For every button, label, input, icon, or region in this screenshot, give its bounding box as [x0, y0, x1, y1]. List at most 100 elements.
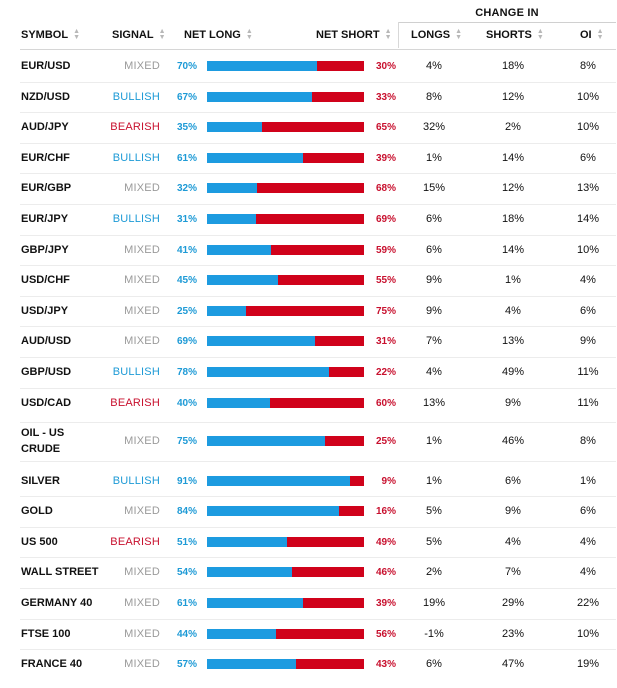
table-row[interactable]: EUR/JPY BULLISH 31% 69% 6% 18% 14%	[0, 211, 617, 227]
table-row[interactable]: WALL STREET MIXED 54% 46% 2% 7% 4%	[0, 564, 617, 580]
longs-change: 5%	[426, 505, 442, 517]
shorts-change: 12%	[501, 182, 525, 194]
signal-label: BULLISH	[112, 213, 160, 225]
table-row[interactable]: GBP/USD BULLISH 78% 22% 4% 49% 11%	[0, 364, 617, 380]
symbol-column-header[interactable]: SYMBOL ▲ ▼	[21, 22, 80, 48]
net-short-percent: 43%	[375, 659, 396, 670]
row-divider	[20, 422, 616, 423]
signal-header-label: SIGNAL	[112, 29, 154, 41]
net-long-percent: 45%	[176, 275, 197, 286]
row-divider	[20, 619, 616, 620]
table-row[interactable]: SILVER BULLISH 91% 9% 1% 6% 1%	[0, 473, 617, 489]
table-row[interactable]: GERMANY 40 MIXED 61% 39% 19% 29% 22%	[0, 595, 617, 611]
symbol-link[interactable]: US 500	[21, 536, 58, 548]
table-row[interactable]: FTSE 100 MIXED 44% 56% -1% 23% 10%	[0, 626, 617, 642]
net-long-bar-fill	[207, 153, 303, 163]
sentiment-bar	[207, 398, 364, 408]
oi-change: 19%	[576, 658, 600, 670]
symbol-link[interactable]: GBP/JPY	[21, 244, 69, 256]
symbol-link[interactable]: FTSE 100	[21, 628, 71, 640]
net-short-percent: 56%	[375, 629, 396, 640]
symbol-link[interactable]: EUR/JPY	[21, 213, 69, 225]
table-row[interactable]: AUD/USD MIXED 69% 31% 7% 13% 9%	[0, 333, 617, 349]
net-long-column-header[interactable]: NET LONG ▲ ▼	[184, 22, 253, 48]
table-row[interactable]: EUR/GBP MIXED 32% 68% 15% 12% 13%	[0, 180, 617, 196]
symbol-link[interactable]: FRANCE 40	[21, 658, 83, 670]
net-long-bar-fill	[207, 537, 288, 547]
net-short-percent: 46%	[375, 567, 396, 578]
signal-label: MIXED	[124, 628, 160, 640]
oi-change: 10%	[576, 244, 600, 256]
longs-column-header[interactable]: LONGS ▲ ▼	[411, 22, 462, 48]
signal-column-header[interactable]: SIGNAL ▲ ▼	[112, 22, 166, 48]
sentiment-bar	[207, 436, 364, 446]
oi-change: 22%	[576, 597, 600, 609]
shorts-change: 4%	[505, 305, 521, 317]
sentiment-bar	[207, 476, 364, 486]
longs-change: 8%	[426, 91, 442, 103]
signal-label: MIXED	[124, 182, 160, 194]
symbol-link[interactable]: EUR/CHF	[21, 152, 70, 164]
oi-column-header[interactable]: OI ▲ ▼	[580, 22, 604, 48]
sentiment-bar	[207, 306, 364, 316]
symbol-link[interactable]: GBP/USD	[21, 366, 72, 378]
row-divider	[20, 388, 616, 389]
symbol-link[interactable]: SILVER	[21, 475, 60, 487]
oi-change: 13%	[576, 182, 600, 194]
symbol-link[interactable]: EUR/USD	[21, 60, 71, 72]
table-row[interactable]: GBP/JPY MIXED 41% 59% 6% 14% 10%	[0, 242, 617, 258]
longs-change: 19%	[422, 597, 446, 609]
symbol-link[interactable]: GOLD	[21, 505, 53, 517]
sentiment-bar	[207, 214, 364, 224]
row-divider	[20, 173, 616, 174]
longs-change: 6%	[426, 658, 442, 670]
table-row[interactable]: US 500 BEARISH 51% 49% 5% 4% 4%	[0, 534, 617, 550]
net-long-bar-fill	[207, 506, 339, 516]
table-row[interactable]: USD/CHF MIXED 45% 55% 9% 1% 4%	[0, 272, 617, 288]
symbol-link[interactable]: USD/CAD	[21, 397, 72, 409]
symbol-link[interactable]: EUR/GBP	[21, 182, 72, 194]
table-row[interactable]: OIL - US CRUDE MIXED 75% 25% 1% 46% 8%	[0, 427, 617, 455]
table-row[interactable]: USD/CAD BEARISH 40% 60% 13% 9% 11%	[0, 395, 617, 411]
signal-label: MIXED	[124, 60, 160, 72]
symbol-link[interactable]: USD/CHF	[21, 274, 70, 286]
net-long-percent: 57%	[176, 659, 197, 670]
change-in-group-header: CHANGE IN	[398, 0, 616, 23]
symbol-link[interactable]: NZD/USD	[21, 91, 70, 103]
row-divider	[20, 649, 616, 650]
table-row[interactable]: USD/JPY MIXED 25% 75% 9% 4% 6%	[0, 303, 617, 319]
sentiment-bar	[207, 629, 364, 639]
net-short-column-header[interactable]: NET SHORT ▲ ▼	[316, 22, 392, 48]
longs-change: 6%	[426, 213, 442, 225]
net-long-percent: 91%	[176, 476, 197, 487]
net-long-bar-fill	[207, 306, 247, 316]
shorts-change: 46%	[501, 435, 525, 447]
net-short-percent: 60%	[375, 398, 396, 409]
net-short-percent: 55%	[375, 275, 396, 286]
net-long-percent: 25%	[176, 306, 197, 317]
oi-change: 4%	[580, 566, 596, 578]
column-divider	[398, 22, 399, 48]
shorts-column-header[interactable]: SHORTS ▲ ▼	[486, 22, 544, 48]
symbol-link[interactable]: AUD/JPY	[21, 121, 69, 133]
table-row[interactable]: EUR/USD MIXED 70% 30% 4% 18% 8%	[0, 58, 617, 74]
table-row[interactable]: NZD/USD BULLISH 67% 33% 8% 12% 10%	[0, 89, 617, 105]
symbol-link[interactable]: WALL STREET	[21, 566, 99, 578]
sort-icon: ▲ ▼	[384, 28, 392, 42]
table-row[interactable]: AUD/JPY BEARISH 35% 65% 32% 2% 10%	[0, 119, 617, 135]
table-row[interactable]: EUR/CHF BULLISH 61% 39% 1% 14% 6%	[0, 150, 617, 166]
oi-change: 9%	[580, 335, 596, 347]
net-long-percent: 70%	[176, 61, 197, 72]
symbol-link[interactable]: AUD/USD	[21, 335, 72, 347]
oi-change: 10%	[576, 91, 600, 103]
symbol-link[interactable]: OIL - US CRUDE	[21, 427, 65, 455]
symbol-link[interactable]: USD/JPY	[21, 305, 69, 317]
symbol-link[interactable]: GERMANY 40	[21, 597, 93, 609]
table-row[interactable]: FRANCE 40 MIXED 57% 43% 6% 47% 19%	[0, 656, 617, 672]
sentiment-bar	[207, 245, 364, 255]
signal-label: BULLISH	[112, 475, 160, 487]
net-long-bar-fill	[207, 367, 330, 377]
table-row[interactable]: GOLD MIXED 84% 16% 5% 9% 6%	[0, 503, 617, 519]
net-long-bar-fill	[207, 275, 278, 285]
shorts-change: 14%	[501, 152, 525, 164]
